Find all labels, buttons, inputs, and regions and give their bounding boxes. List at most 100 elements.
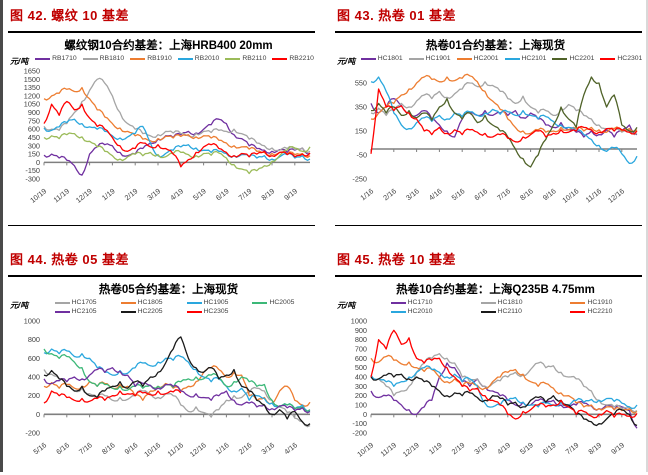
y-tick-label: 400 (355, 373, 367, 382)
legend-item: HC2101 (504, 55, 547, 62)
legend-label: HC2101 (521, 55, 547, 62)
legend-line-swatch (54, 301, 70, 304)
series-line-HC2110 (370, 372, 638, 427)
legend-label: HC2301 (617, 55, 643, 62)
legend-label: RB2210 (289, 55, 314, 62)
x-tick-label: 3/16 (404, 186, 421, 202)
x-tick-label: 11/16 (584, 186, 604, 204)
legend-item: HC1810 (480, 299, 522, 306)
x-tick-label: 6/19 (214, 186, 231, 202)
figure-42: 图 42. 螺纹 10 基差 螺纹钢10合约基差：上海HRB400 20mm 元/… (8, 5, 315, 226)
legend-line-swatch (456, 57, 472, 60)
legend-item: HC2201 (552, 55, 594, 62)
x-tick-label: 10/16 (142, 440, 162, 458)
legend-item: HC2110 (480, 308, 523, 315)
series-line-HC1810 (370, 353, 638, 413)
y-tick-label: 100 (355, 401, 367, 410)
legend-line-swatch (504, 57, 520, 60)
y-axis-unit-label: 元/吨 (337, 301, 356, 310)
legend-line-swatch (177, 57, 193, 60)
x-tick-label: 11/16 (166, 440, 186, 458)
chart-hrc-10-basis: 热卷10合约基差：上海Q235B 4.75mm 元/吨 HC1710 HC1810 HC… (335, 281, 642, 475)
chart-header: 元/吨 RB1710 RB1810 RB1910 RB2010 RB2110 RB2210 (8, 55, 315, 66)
plot-area: 550 350 150 -50 -250 1/16 2/16 3/16 4/16 5/16 6/16… (352, 73, 638, 205)
legend-line-swatch (600, 57, 616, 60)
y-tick-label: 350 (355, 103, 367, 112)
series-line-HC2210 (370, 329, 638, 420)
figure-bottom-rule (8, 225, 315, 226)
legend-label: HC2201 (569, 55, 595, 62)
legend-item: HC1910 (570, 299, 612, 306)
chart-rebar-10-basis: 螺纹钢10合约基差：上海HRB400 20mm 元/吨 RB1710 RB1810 RB… (8, 37, 315, 223)
heading-rule (335, 275, 642, 277)
legend-label: RB1810 (99, 55, 125, 62)
x-tick-label: 10/19 (28, 186, 48, 204)
x-tick-label: 1/16 (358, 186, 375, 202)
series-line-RB1810 (43, 77, 311, 154)
x-tick-label: 3/16 (259, 440, 276, 456)
y-axis-unit-label: 元/吨 (337, 57, 356, 66)
x-tick-label: 5/16 (31, 440, 48, 456)
x-tick-label: 1/19 (427, 440, 444, 456)
y-tick-label: 0 (363, 410, 367, 419)
chart-title: 热卷10合约基差：上海Q235B 4.75mm (396, 284, 595, 296)
x-tick-label: 10/19 (355, 440, 375, 458)
legend-label: HC1905 (203, 299, 229, 306)
chart-title: 热卷05合约基差：上海现货 (98, 284, 239, 296)
y-tick-label: -250 (352, 175, 367, 184)
legend-line-swatch (570, 310, 586, 313)
legend-line-swatch (130, 57, 146, 60)
series-line-HC2201 (370, 76, 638, 168)
legend-label: HC2210 (587, 308, 613, 315)
plot-area: 10009008007006005004003002001000-100-200… (351, 317, 638, 459)
y-tick-label: 300 (28, 141, 40, 150)
legend-item: HC2001 (456, 55, 499, 62)
legend-label: HC2005 (269, 299, 295, 306)
series-line-HC1905 (43, 348, 311, 412)
x-tick-label: 9/19 (609, 440, 626, 456)
legend: HC1710 HC1810 HC1910 HC2010 HC2110 HC2210 (361, 299, 642, 315)
x-tick-label: 4/19 (495, 440, 512, 456)
y-tick-label: 1650 (24, 67, 40, 76)
y-axis-unit-label: 元/吨 (10, 301, 29, 310)
y-tick-label: -300 (25, 175, 40, 184)
y-tick-label: 500 (355, 363, 367, 372)
x-tick-label: 2/19 (450, 440, 467, 456)
legend-line-swatch (54, 310, 70, 313)
figure-bottom-rule (335, 225, 642, 226)
legend-item: HC1710 (390, 299, 433, 306)
y-tick-label: 1350 (24, 83, 40, 92)
x-tick-label: 3/19 (145, 186, 162, 202)
chart-header: 元/吨 HC1710 HC1810 HC1910 HC2010 HC2110 HC2210 (335, 299, 642, 315)
x-tick-label: 2/16 (381, 186, 398, 202)
y-tick-label: 900 (355, 326, 367, 335)
legend-item: RB1910 (130, 55, 172, 62)
chart-title: 螺纹钢10合约基差：上海HRB400 20mm (64, 40, 273, 52)
x-tick-label: 9/16 (541, 186, 558, 202)
legend-label: HC2305 (203, 308, 229, 315)
x-tick-label: 11/19 (379, 440, 399, 458)
legend-item: HC2010 (390, 308, 433, 315)
y-tick-label: 700 (355, 345, 367, 354)
y-tick-label: 0 (36, 410, 40, 419)
legend-label: HC1910 (587, 299, 613, 306)
y-tick-label: 1500 (24, 75, 40, 84)
legend-line-swatch (390, 301, 406, 304)
page-right-edge (646, 0, 648, 472)
legend-item: HC2305 (186, 308, 229, 315)
y-tick-label: 1050 (24, 100, 40, 109)
legend-line-swatch (272, 57, 288, 60)
x-tick-label: 7/16 (77, 440, 94, 456)
x-tick-label: 5/19 (518, 440, 535, 456)
legend-label: HC1801 (377, 55, 403, 62)
legend-item: RB1710 (35, 55, 77, 62)
x-tick-label: 9/19 (282, 186, 299, 202)
x-tick-label: 2/19 (123, 186, 140, 202)
series-line-RB2210 (43, 100, 311, 168)
y-tick-label: 1000 (351, 317, 367, 326)
figure-44-heading: 图 44. 热卷 05 基差 (10, 252, 129, 267)
legend-item: HC2205 (120, 308, 163, 315)
legend-line-swatch (570, 301, 586, 304)
y-tick-label: 150 (355, 127, 367, 136)
series-line-HC2001 (370, 73, 638, 135)
